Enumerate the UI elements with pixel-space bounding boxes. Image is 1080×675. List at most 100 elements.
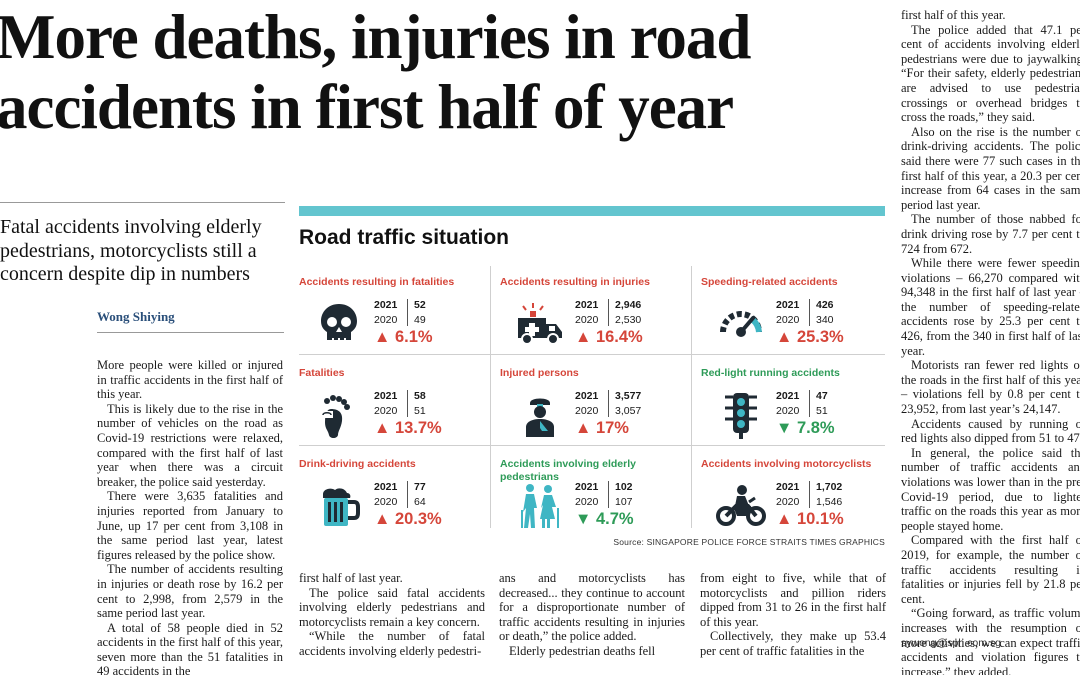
stat-card-title: Injured persons (500, 367, 579, 379)
change-value: 4.7% (595, 510, 634, 528)
change-arrow-icon: ▲ (374, 328, 391, 346)
injured-person-icon (514, 389, 566, 441)
stat-separator (809, 481, 810, 508)
article-paragraph: There were 3,635 fatalities and injuries… (97, 489, 283, 562)
value-2021: 1,702 (816, 481, 843, 493)
change-arrow-icon: ▲ (776, 328, 793, 346)
value-2021: 3,577 (615, 390, 642, 402)
percent-change: ▼ 4.7% (575, 510, 634, 529)
value-2020: 2,530 (615, 314, 642, 326)
stat-separator (809, 299, 810, 326)
value-2021: 47 (816, 390, 828, 402)
footprint-icon (313, 389, 365, 441)
stat-card-title: Drink-driving accidents (299, 458, 416, 470)
change-arrow-icon: ▼ (776, 419, 793, 437)
stat-card-title: Accidents involving elderly pedestrians (500, 458, 636, 483)
stat-card-title: Accidents resulting in fatalities (299, 276, 455, 288)
percent-change: ▼ 7.8% (776, 419, 835, 438)
article-paragraph: “Going forward, as traffic volume increa… (901, 606, 1080, 675)
article-paragraph: This is likely due to the rise in the nu… (97, 401, 283, 489)
article-paragraph: The number of accidents resulting in inj… (97, 562, 283, 621)
article-paragraph: first half of last year. (299, 571, 403, 585)
value-2020: 51 (414, 405, 426, 417)
stat-separator (809, 390, 810, 417)
stat-separator (407, 481, 408, 508)
year-current-label: 2021 (776, 390, 800, 402)
beer-mug-icon (313, 480, 365, 532)
article-paragraph: The police said fatal accidents involvin… (299, 585, 485, 629)
year-previous-label: 2020 (776, 314, 800, 326)
year-current-label: 2021 (374, 299, 398, 311)
article-column-4: from eight to five, while that of motorc… (700, 571, 886, 659)
article-paragraph: first half of this year. (901, 8, 1006, 22)
value-2021: 58 (414, 390, 426, 402)
article-paragraph: ans and motorcyclists has decreased... t… (499, 571, 685, 644)
article-paragraph: More people were killed or injured in tr… (97, 358, 283, 402)
change-value: 25.3% (796, 328, 844, 346)
year-previous-label: 2020 (776, 496, 800, 508)
value-2020: 3,057 (615, 405, 642, 417)
stat-separator (608, 390, 609, 417)
stat-card-title: Accidents involving motorcyclists (701, 458, 872, 470)
year-current-label: 2021 (374, 481, 398, 493)
year-current-label: 2021 (776, 481, 800, 493)
value-2021: 426 (816, 299, 834, 311)
byline: Wong Shiying (97, 309, 175, 324)
grid-divider (299, 445, 885, 446)
graphic-source: Source: SINGAPORE POLICE FORCE STRAITS T… (613, 537, 885, 547)
stat-card-title: Speeding-related accidents (701, 276, 838, 288)
stat-separator (407, 390, 408, 417)
percent-change: ▲ 17% (575, 419, 629, 438)
stat-card: Speeding-related accidents 2021 426 2020 3… (701, 276, 889, 367)
year-previous-label: 2020 (575, 405, 599, 417)
author-email: sywong@sph.com.sg (901, 637, 1001, 649)
motorcycle-icon (715, 480, 767, 532)
stat-card: Fatalities 2021 58 2020 51 ▲ 13.7% (299, 367, 487, 458)
stat-card-title: Fatalities (299, 367, 345, 379)
traffic-light-icon (715, 389, 767, 441)
change-value: 7.8% (796, 419, 835, 437)
change-value: 16.4% (595, 328, 643, 346)
article-paragraph: While there were fewer speeding violatio… (901, 256, 1080, 358)
article-paragraph: The number of those nabbed for drink dri… (901, 212, 1080, 256)
percent-change: ▲ 13.7% (374, 419, 442, 438)
value-2020: 340 (816, 314, 834, 326)
value-2020: 49 (414, 314, 426, 326)
change-arrow-icon: ▲ (575, 328, 592, 346)
stat-card-title: Red-light running accidents (701, 367, 840, 379)
stat-separator (608, 299, 609, 326)
stat-card-title: Accidents resulting in injuries (500, 276, 650, 288)
speedometer-icon (715, 298, 767, 350)
change-value: 20.3% (394, 510, 442, 528)
value-2021: 102 (615, 481, 633, 493)
grid-divider (490, 266, 491, 528)
article-paragraph: from eight to five, while that of motorc… (700, 571, 886, 629)
year-current-label: 2021 (575, 299, 599, 311)
value-2020: 1,546 (816, 496, 843, 508)
change-arrow-icon: ▲ (776, 510, 793, 528)
stat-card: Drink-driving accidents 2021 77 2020 64 ▲ … (299, 458, 487, 549)
percent-change: ▲ 10.1% (776, 510, 844, 529)
change-arrow-icon: ▲ (575, 419, 592, 437)
article-column-5: first half of this year. The police added… (901, 8, 1080, 675)
stat-card: Injured persons 2021 3,577 2020 3,057 ▲ 17… (500, 367, 688, 458)
graphic-title: Road traffic situation (299, 226, 510, 249)
year-current-label: 2021 (776, 299, 800, 311)
skull-icon (313, 298, 365, 350)
change-value: 13.7% (394, 419, 442, 437)
stat-card: Accidents involving elderly pedestrians … (500, 458, 688, 549)
change-arrow-icon: ▲ (374, 510, 391, 528)
year-current-label: 2021 (374, 390, 398, 402)
change-arrow-icon: ▼ (575, 510, 592, 528)
change-value: 17% (595, 419, 629, 437)
article-paragraph: Elderly pedestrian deaths fell (509, 643, 656, 658)
change-value: 6.1% (394, 328, 433, 346)
stat-card: Accidents resulting in injuries 2021 2,94… (500, 276, 688, 367)
year-current-label: 2021 (575, 390, 599, 402)
article-paragraph: The police added that 47.1 per cent of a… (901, 22, 1080, 125)
percent-change: ▲ 16.4% (575, 328, 643, 347)
stat-separator (407, 299, 408, 326)
percent-change: ▲ 25.3% (776, 328, 844, 347)
elderly-pedestrians-icon (514, 480, 566, 532)
grid-divider (299, 354, 885, 355)
